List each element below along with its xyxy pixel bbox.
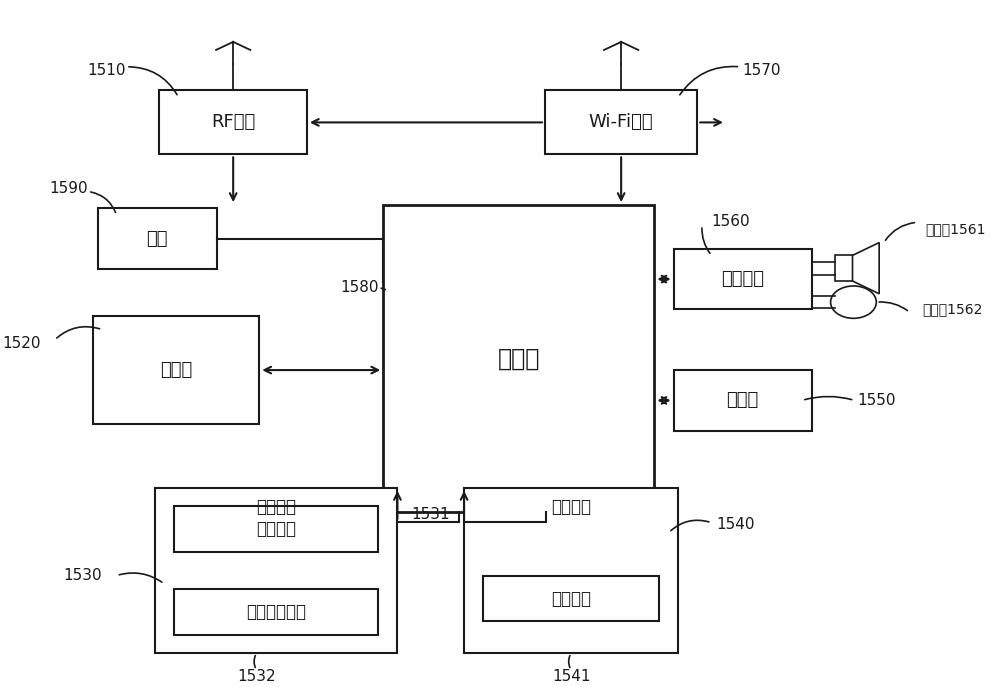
Text: 处理器: 处理器	[498, 346, 540, 370]
Bar	[483, 576, 659, 622]
Bar	[98, 208, 217, 269]
Bar	[464, 488, 678, 653]
Text: 传声器1562: 传声器1562	[922, 302, 983, 316]
Text: 显示面板: 显示面板	[551, 589, 591, 607]
Bar	[159, 91, 307, 155]
Bar	[835, 256, 853, 281]
Text: 1530: 1530	[64, 568, 102, 583]
Bar	[155, 488, 397, 653]
Text: 音频电路: 音频电路	[721, 270, 764, 288]
Bar	[674, 370, 812, 431]
Text: 电源: 电源	[146, 229, 168, 247]
Text: 1580: 1580	[340, 280, 378, 295]
Text: 1550: 1550	[857, 393, 896, 408]
Text: 1541: 1541	[552, 669, 590, 684]
Text: 1560: 1560	[712, 214, 750, 229]
Bar	[545, 91, 697, 155]
Bar	[174, 589, 378, 635]
Text: 显示单元: 显示单元	[551, 498, 591, 516]
Text: Wi-Fi模块: Wi-Fi模块	[589, 113, 653, 131]
Text: 1540: 1540	[716, 517, 755, 532]
Text: 传感器: 传感器	[726, 392, 759, 409]
Text: 1570: 1570	[743, 63, 781, 78]
Text: 输入单元: 输入单元	[256, 498, 296, 516]
Text: 1510: 1510	[88, 63, 126, 78]
Polygon shape	[853, 243, 879, 294]
Bar	[93, 316, 259, 424]
Text: RF电路: RF电路	[211, 113, 255, 131]
Text: 其他输入设备: 其他输入设备	[246, 603, 306, 621]
Text: 存储器: 存储器	[160, 361, 192, 379]
Circle shape	[831, 286, 876, 318]
Text: 1590: 1590	[49, 181, 88, 196]
Text: 1520: 1520	[2, 336, 40, 350]
Text: 扬声器1561: 扬声器1561	[925, 222, 986, 236]
Bar	[383, 205, 654, 512]
Text: 触控面板: 触控面板	[256, 520, 296, 538]
Bar	[674, 249, 812, 309]
Text: 1531: 1531	[412, 508, 450, 523]
Text: 1532: 1532	[237, 669, 276, 684]
Bar	[174, 506, 378, 552]
